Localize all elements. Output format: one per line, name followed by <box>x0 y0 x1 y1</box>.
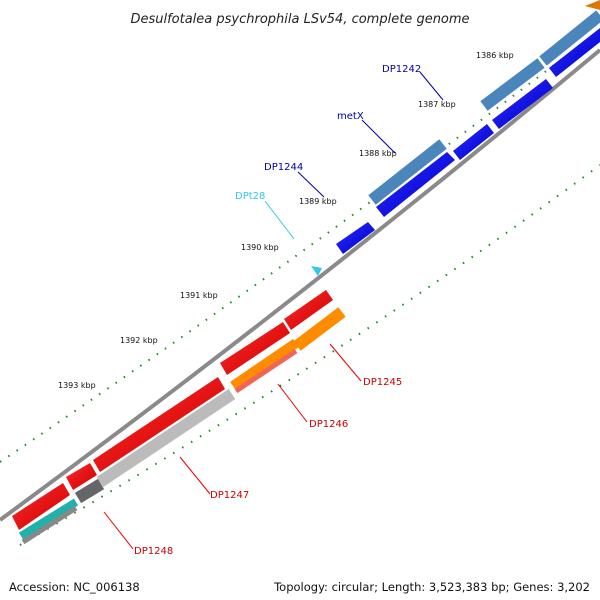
gene-fwd-b <box>549 28 600 77</box>
reverse-genes <box>12 290 333 530</box>
scale-label-1386: 1386 kbp <box>476 51 514 60</box>
trna-DPt28 <box>311 266 322 276</box>
gene-labels: DP1242 metX DP1244 DPt28 DP1245 DP1246 D… <box>134 64 421 557</box>
scale-label-1393: 1393 kbp <box>58 381 96 390</box>
label-metX: metX <box>337 111 364 122</box>
gene-rev-c <box>93 377 225 472</box>
gene-rev-d <box>66 463 97 490</box>
map-title: Desulfotalea psychrophila LSv54, complet… <box>130 12 469 27</box>
scale-label-1387: 1387 kbp <box>418 100 456 109</box>
label-DP1242: DP1242 <box>382 64 421 75</box>
gene-fwd-a <box>492 79 553 129</box>
label-DPt28: DPt28 <box>235 191 265 202</box>
label-DP1245: DP1245 <box>363 377 402 388</box>
scale-label-1389: 1389 kbp <box>299 197 337 206</box>
scale-label-1388: 1388 kbp <box>359 149 397 158</box>
scale-label-1390: 1390 kbp <box>241 243 279 252</box>
label-DP1246: DP1246 <box>309 419 348 430</box>
genome-backbone <box>0 48 600 522</box>
genome-summary-text: Topology: circular; Length: 3,523,383 bp… <box>274 580 590 594</box>
accession-text: Accession: NC_006138 <box>9 580 140 594</box>
gene-rev-b <box>220 322 290 375</box>
cds-reverse-track <box>18 307 346 545</box>
scale-labels: 1386 kbp 1387 kbp 1388 kbp 1389 kbp 1390… <box>58 51 514 390</box>
gene-metX <box>376 152 455 217</box>
gene-DP1242 <box>453 124 494 160</box>
tick-ring-outer <box>0 29 600 463</box>
label-DP1248: DP1248 <box>134 546 173 557</box>
scale-label-1391: 1391 kbp <box>180 291 218 300</box>
label-DP1244: DP1244 <box>264 162 303 173</box>
scale-label-1392: 1392 kbp <box>120 336 158 345</box>
tick-ring-inner <box>19 164 600 546</box>
forward-genes <box>336 28 600 254</box>
gene-rev-a <box>284 290 333 330</box>
cds-forward-track <box>368 0 600 205</box>
label-DP1247: DP1247 <box>210 490 249 501</box>
callout-lines <box>103 71 444 550</box>
gene-rev-e <box>12 483 70 530</box>
gene-DP1244 <box>336 222 375 254</box>
